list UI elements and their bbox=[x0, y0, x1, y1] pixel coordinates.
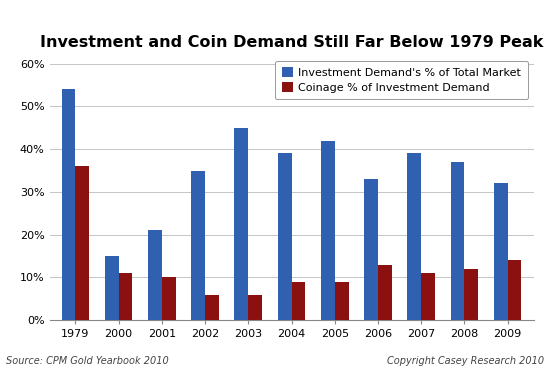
Bar bbox=[62, 89, 75, 320]
Bar bbox=[292, 282, 305, 320]
Bar bbox=[321, 141, 335, 320]
Bar bbox=[148, 230, 162, 320]
Bar bbox=[494, 183, 508, 320]
Bar bbox=[335, 282, 349, 320]
Bar bbox=[278, 153, 292, 320]
Bar bbox=[75, 166, 89, 320]
Bar bbox=[364, 179, 378, 320]
Bar bbox=[464, 269, 478, 320]
Legend: Investment Demand's % of Total Market, Coinage % of Investment Demand: Investment Demand's % of Total Market, C… bbox=[275, 61, 528, 99]
Bar bbox=[119, 273, 133, 320]
Bar bbox=[378, 265, 392, 320]
Bar bbox=[105, 256, 119, 320]
Bar bbox=[508, 260, 521, 320]
Bar bbox=[205, 294, 219, 320]
Bar bbox=[191, 171, 205, 320]
Bar bbox=[234, 128, 248, 320]
Bar bbox=[421, 273, 435, 320]
Text: Copyright Casey Research 2010: Copyright Casey Research 2010 bbox=[387, 356, 544, 366]
Bar bbox=[408, 153, 421, 320]
Text: Source: CPM Gold Yearbook 2010: Source: CPM Gold Yearbook 2010 bbox=[6, 356, 168, 366]
Bar bbox=[162, 277, 175, 320]
Bar bbox=[248, 294, 262, 320]
Bar bbox=[450, 162, 464, 320]
Title: Investment and Coin Demand Still Far Below 1979 Peak: Investment and Coin Demand Still Far Bel… bbox=[40, 35, 543, 50]
